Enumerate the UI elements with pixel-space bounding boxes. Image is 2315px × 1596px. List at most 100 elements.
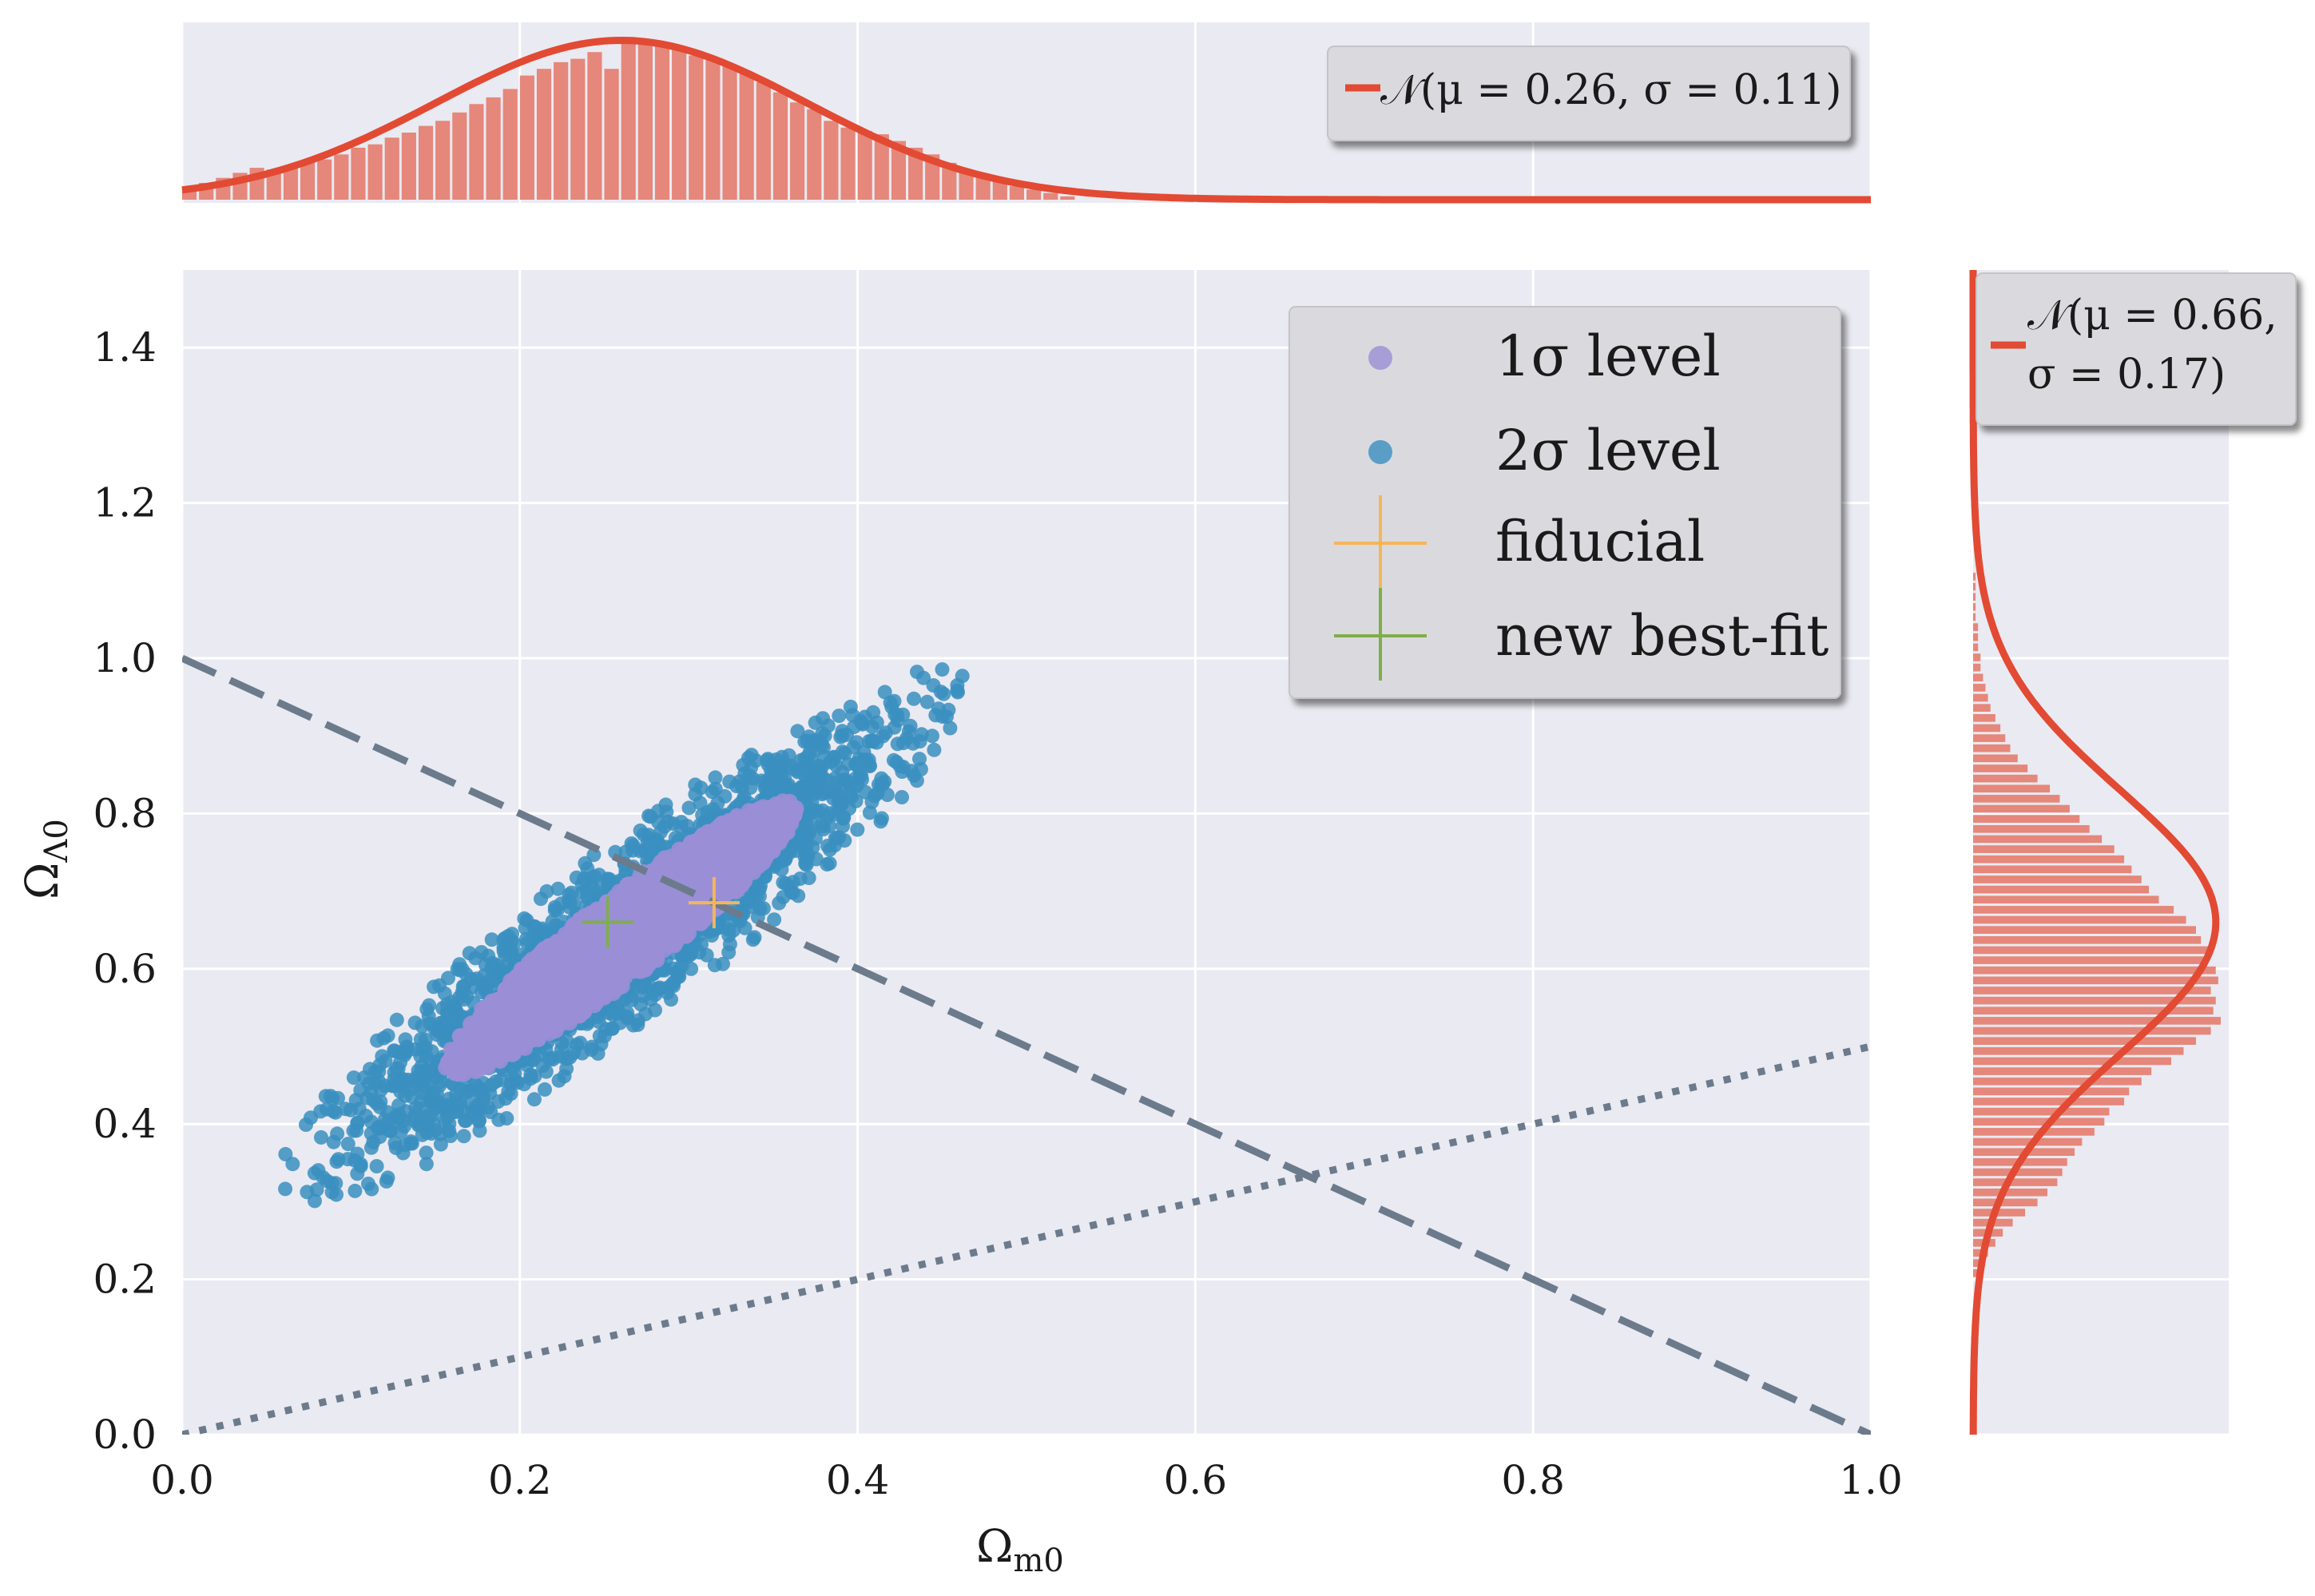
scatter-point-2sigma [421, 1009, 436, 1024]
scatter-point-2sigma [459, 1114, 474, 1128]
right-histogram-bar [1973, 885, 2150, 894]
scatter-point-2sigma [418, 1032, 433, 1047]
top-histogram-bar [351, 147, 366, 200]
top-histogram-bar [1009, 186, 1024, 200]
scatter-point-2sigma [837, 746, 852, 761]
scatter-point-2sigma [928, 708, 943, 723]
main-scatter-panel: 0.0 0.2 0.4 0.6 0.8 1.0 0.00.20.40.60.81.01.2… [17, 270, 1903, 1579]
scatter-point-2sigma [708, 770, 723, 785]
scatter-point-2sigma [364, 1181, 379, 1197]
scatter-point-2sigma [692, 945, 707, 960]
right-histogram-bar [1973, 774, 2038, 783]
scatter-point-2sigma [550, 881, 566, 896]
scatter-point-2sigma [801, 871, 816, 885]
top-histogram-bar [637, 43, 653, 200]
scatter-point-2sigma [802, 783, 817, 798]
right-histogram-bar [1973, 956, 2204, 964]
scatter-point-2sigma [387, 1135, 403, 1150]
top-histogram-bar [452, 112, 467, 200]
scatter-point-2sigma [574, 877, 590, 892]
scatter-point-2sigma [733, 914, 748, 929]
scatter-point-2sigma [351, 1102, 367, 1117]
top-histogram-bar [604, 69, 619, 200]
scatter-point-2sigma [591, 1014, 606, 1030]
scatter-point-2sigma [874, 811, 889, 826]
top-histogram-bar [705, 58, 721, 200]
right-histogram-bar [1973, 795, 2060, 803]
scatter-point-2sigma [633, 823, 648, 838]
scatter-point-2sigma [367, 1064, 383, 1079]
scatter-point-2sigma [468, 951, 483, 966]
top-histogram-bar [857, 130, 872, 200]
scatter-point-2sigma [705, 802, 721, 817]
scatter-point-2sigma [681, 800, 697, 816]
top-histogram-bar [300, 162, 316, 200]
right-histogram-bar [1973, 987, 2211, 995]
right-histogram-bar [1973, 754, 2018, 763]
right-histogram-bars [1973, 573, 2221, 1277]
scatter-point-2sigma [955, 669, 970, 684]
scatter-point-2sigma [432, 1078, 447, 1094]
scatter-point-2sigma [484, 932, 499, 947]
right-histogram-bar [1973, 573, 1976, 581]
right-histogram-bar [1973, 1137, 2083, 1146]
top-histogram-bar [570, 58, 586, 200]
right-histogram-bar [1973, 1118, 2105, 1126]
scatter-point-2sigma [584, 1039, 599, 1054]
scatter-point-2sigma [440, 1110, 455, 1125]
top-histogram-bar [1060, 196, 1075, 200]
right-histogram-bar [1973, 673, 1983, 682]
scatter-point-2sigma [393, 1124, 408, 1139]
scatter-point-2sigma [820, 773, 836, 788]
scatter-point-2sigma [936, 686, 951, 701]
top-gaussian-fit-curve [181, 36, 1871, 204]
scatter-point-2sigma [736, 757, 751, 772]
scatter-point-2sigma [395, 1145, 411, 1161]
top-histogram-bar [942, 162, 957, 200]
scatter-point-2sigma [407, 1015, 423, 1030]
right-histogram-bar [1973, 855, 2125, 864]
scatter-point-2sigma [419, 1157, 434, 1172]
top-legend [1327, 46, 1851, 141]
right-histogram-bar [1973, 1026, 2211, 1035]
right-histogram-bar [1973, 926, 2196, 934]
scatter-point-2sigma [767, 912, 782, 927]
right-histogram-bar [1973, 804, 2070, 813]
right-histogram-bar [1973, 643, 1979, 652]
scatter-point-2sigma [346, 1070, 361, 1086]
scatter-point-2sigma [784, 841, 799, 856]
top-histogram-bar [486, 97, 501, 200]
scatter-point-2sigma [823, 754, 838, 769]
scatter-point-2sigma [389, 1012, 404, 1027]
top-marginal-panel: 𝒩(μ = 0.26, σ = 0.11) [181, 22, 1872, 204]
main-panel-grid [181, 270, 1872, 1436]
right-histogram-bar [1973, 613, 1976, 621]
scatter-point-2sigma [278, 1181, 293, 1197]
scatter-point-2sigma [427, 979, 442, 995]
right-histogram-bar [1973, 1128, 2095, 1136]
scatter-point-2sigma [760, 752, 776, 767]
scatter-point-1sigma [671, 841, 688, 858]
scatter-point-2sigma [927, 742, 942, 757]
scatter-point-2sigma [653, 824, 668, 840]
right-histogram-bar [1973, 593, 1976, 601]
right-histogram-bar [1973, 704, 1991, 712]
scatter-point-2sigma [405, 1090, 420, 1105]
scatter-point-2sigma [816, 740, 831, 755]
scatter-point-2sigma [707, 958, 722, 973]
scatter-point-2sigma [951, 685, 965, 700]
scatter-point-2sigma [331, 1090, 345, 1106]
right-histogram-bar [1973, 602, 1976, 611]
scatter-point-2sigma [862, 805, 877, 820]
top-histogram-bar [469, 104, 484, 200]
scatter-point-2sigma [517, 911, 532, 926]
top-histogram-bar [840, 127, 856, 200]
right-histogram-bar [1973, 835, 2103, 844]
scatter-point-2sigma [797, 734, 812, 749]
scatter-point-2sigma [845, 708, 860, 723]
scatter-point-2sigma [416, 1086, 431, 1102]
top-histogram-bar [554, 62, 569, 200]
top-histogram-bar [621, 37, 636, 200]
scatter-point-2sigma [645, 844, 661, 860]
scatter-point-2sigma [376, 1030, 391, 1046]
